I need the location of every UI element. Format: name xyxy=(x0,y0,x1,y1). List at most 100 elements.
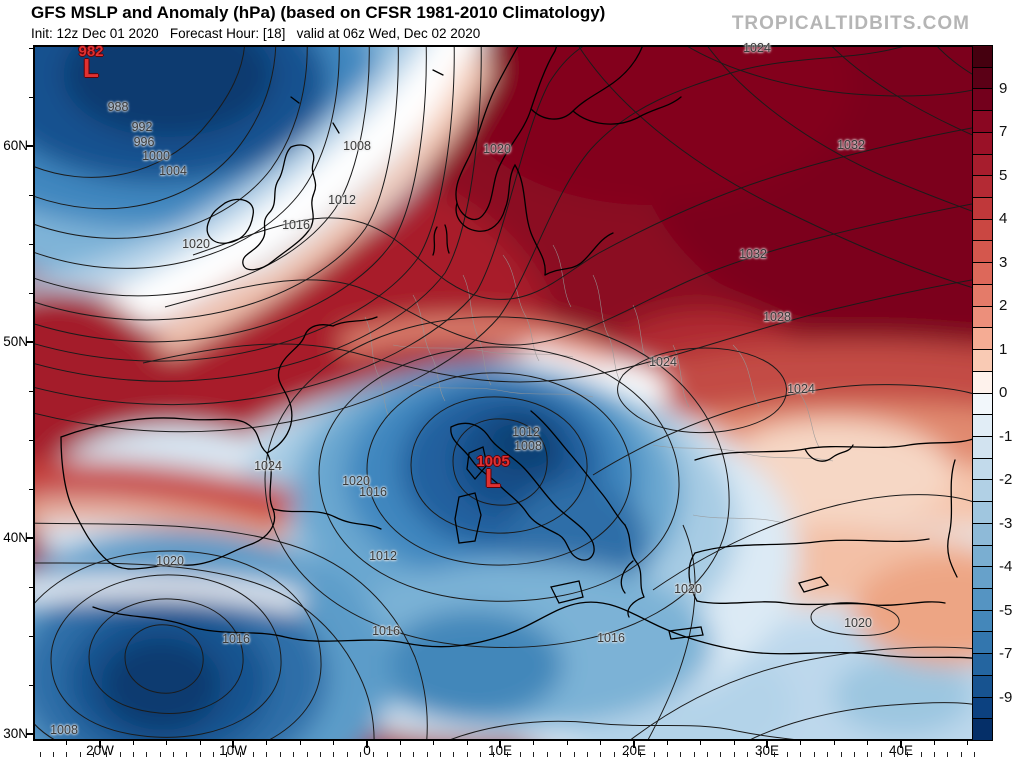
colorbar-cell-29 xyxy=(973,675,992,698)
edge-minor-tick xyxy=(66,752,68,757)
edge-minor-tick xyxy=(346,752,348,757)
isobar-label: 1016 xyxy=(359,485,387,499)
lon-minor-tick xyxy=(867,741,869,745)
isobar-label: 1008 xyxy=(514,439,542,453)
colorbar-cell-31 xyxy=(973,719,992,740)
lon-minor-tick xyxy=(566,741,568,745)
edge-minor-tick xyxy=(666,752,668,757)
colorbar-cell-19 xyxy=(973,458,992,481)
edge-minor-tick xyxy=(933,752,935,757)
edge-minor-tick xyxy=(733,752,735,757)
lat-minor-tick xyxy=(29,194,33,196)
isobar-label: 1004 xyxy=(159,164,187,178)
lon-minor-tick xyxy=(533,741,535,745)
low-pressure-symbol: L xyxy=(485,463,501,493)
isobar-label: 1008 xyxy=(343,139,371,153)
colorbar-cell-9 xyxy=(973,241,992,264)
colorbar-cell-4 xyxy=(973,132,992,155)
isobar-label: 1032 xyxy=(739,247,767,261)
colorbar-label: -9 xyxy=(999,688,1013,706)
edge-minor-tick xyxy=(106,752,108,757)
isobar-label: 996 xyxy=(133,135,155,149)
colorbar-cell-13 xyxy=(973,328,992,351)
edge-minor-tick xyxy=(600,752,602,757)
edge-minor-tick xyxy=(920,752,922,757)
colorbar-cell-26 xyxy=(973,610,992,633)
colorbar-cell-23 xyxy=(973,545,992,568)
edge-minor-tick xyxy=(707,752,708,757)
anomaly-map-image xyxy=(33,45,975,741)
colorbar-cell-12 xyxy=(973,306,992,329)
low-pressure-value: 982 xyxy=(78,43,104,60)
low-pressure-value: 1005 xyxy=(476,453,510,470)
lon-minor-tick xyxy=(66,741,68,745)
edge-minor-tick xyxy=(399,752,401,757)
edge-minor-tick xyxy=(79,752,81,757)
init-forecast-line: Init: 12z Dec 01 2020 Forecast Hour: [18… xyxy=(31,26,481,41)
coastlines xyxy=(60,45,975,660)
edge-minor-tick xyxy=(52,752,54,757)
isobar-label: 1012 xyxy=(328,193,356,207)
colorbar-cell-0 xyxy=(973,46,992,68)
lon-minor-tick xyxy=(466,741,468,745)
edge-minor-tick xyxy=(787,752,789,757)
low-pressure-symbol: L xyxy=(83,53,99,83)
lon-minor-tick xyxy=(700,741,702,745)
lon-label: 30E xyxy=(754,743,780,757)
edge-minor-tick xyxy=(480,752,482,757)
lat-minor-tick xyxy=(29,96,33,98)
country-borders xyxy=(364,244,834,524)
colorbar-cell-11 xyxy=(973,284,992,307)
lat-tick xyxy=(26,341,33,343)
edge-minor-tick xyxy=(653,752,655,757)
isobar-label: 1024 xyxy=(787,382,815,396)
isobar-label: 1016 xyxy=(597,631,625,645)
colorbar-label: -2 xyxy=(999,471,1013,488)
edge-minor-tick xyxy=(533,752,535,757)
lat-tick xyxy=(26,537,33,539)
edge-minor-tick xyxy=(413,752,415,757)
edge-minor-tick xyxy=(840,752,842,757)
lat-label: 30N xyxy=(3,726,28,741)
lon-label: 10W xyxy=(219,743,247,757)
isobar-label: 1020 xyxy=(156,554,184,568)
lon-minor-tick xyxy=(600,741,602,745)
edge-minor-tick xyxy=(560,752,562,757)
edge-minor-tick xyxy=(279,752,281,757)
edge-minor-tick xyxy=(253,752,255,757)
isobar-label: 1008 xyxy=(50,723,78,737)
lon-minor-tick xyxy=(733,741,735,745)
isobar-label: 1020 xyxy=(674,582,702,596)
isobar-label: 1012 xyxy=(369,549,397,563)
isobar-label: 988 xyxy=(107,100,129,114)
isobar-label: 1020 xyxy=(483,142,511,156)
colorbar-label: 1 xyxy=(999,340,1008,358)
edge-minor-tick xyxy=(39,752,41,757)
edge-minor-tick xyxy=(466,752,468,757)
edge-minor-tick xyxy=(800,752,802,757)
page-title: GFS MSLP and Anomaly (hPa) (based on CFS… xyxy=(31,3,606,22)
edge-minor-tick xyxy=(520,752,522,757)
lon-minor-tick xyxy=(166,741,168,745)
edge-minor-tick xyxy=(773,752,775,757)
lat-label: 60N xyxy=(3,138,28,153)
lat-minor-tick xyxy=(29,586,33,588)
edge-minor-tick xyxy=(92,752,94,757)
edge-minor-tick xyxy=(853,752,855,757)
isobar-label: 1024 xyxy=(649,355,677,369)
edge-minor-tick xyxy=(440,752,441,757)
isobar-label: 992 xyxy=(131,120,153,134)
edge-minor-tick xyxy=(186,752,188,757)
edge-minor-tick xyxy=(306,752,308,757)
colorbar-label: 5 xyxy=(999,166,1008,184)
lon-tick xyxy=(232,741,234,748)
edge-minor-tick xyxy=(880,752,882,757)
edge-minor-tick xyxy=(546,752,548,757)
edge-minor-tick xyxy=(867,752,869,757)
colorbar-cell-16 xyxy=(973,393,992,416)
map-canvas xyxy=(33,45,975,741)
anomaly-colorbar xyxy=(972,45,993,741)
lon-tick xyxy=(633,741,635,748)
edge-minor-tick xyxy=(893,752,895,757)
edge-minor-tick xyxy=(586,752,588,757)
